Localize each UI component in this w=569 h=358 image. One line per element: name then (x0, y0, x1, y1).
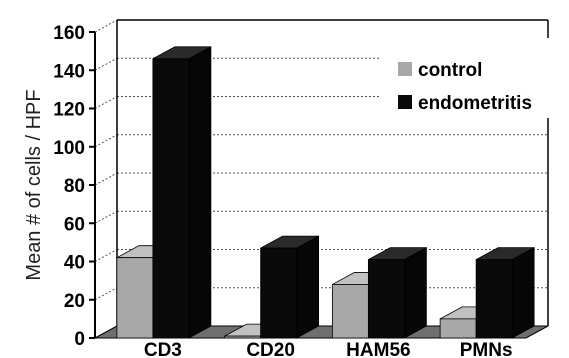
bar-endometritis-cd20 (260, 235, 320, 339)
legend-swatch-control (398, 62, 412, 76)
y-tick-label: 40 (64, 253, 85, 274)
bar-endometritis-cd3 (152, 46, 212, 339)
bar-endometritis-pmns (475, 246, 535, 339)
bars (116, 46, 535, 339)
bar-control-pmns-front (439, 318, 477, 339)
y-tick-label: 140 (53, 61, 85, 82)
gridline-side (94, 287, 118, 301)
bar-endometritis-cd20-side (296, 235, 320, 339)
gridline-side (94, 172, 118, 186)
gridline-side (94, 96, 118, 109)
x-category-labels: CD3 CD20 HAM56 PMNs (144, 340, 513, 358)
y-tick-label: 160 (53, 23, 85, 44)
gridlines (94, 19, 548, 339)
y-tick-label: 120 (53, 100, 85, 121)
gridline-side (94, 57, 118, 71)
bar-control-ham56-front (331, 284, 369, 339)
x-category-label: CD20 (246, 340, 295, 358)
bar-endometritis-ham56 (367, 246, 427, 339)
bar-endometritis-cd3-front (152, 58, 190, 339)
gridline-side (94, 134, 118, 148)
x-category-label: CD3 (144, 340, 182, 358)
y-tick-label: 60 (64, 214, 85, 235)
bar-endometritis-ham56-side (403, 246, 427, 339)
x-category-label: HAM56 (346, 340, 410, 358)
gridline-side (94, 19, 118, 33)
bar-control-cd3-front (116, 257, 154, 339)
y-tick-label: 20 (64, 291, 85, 312)
legend-label-endometritis: endometritis (418, 93, 532, 114)
bar-control-cd20-front (224, 335, 262, 339)
legend-swatch-endometritis (398, 95, 412, 109)
y-tick-label: 80 (64, 176, 85, 197)
bar-endometritis-cd3-side (188, 46, 212, 339)
y-tick-labels: 0 20 40 60 80 100 120 140 160 (53, 23, 95, 350)
legend: control endometritis (380, 38, 555, 118)
x-category-label: PMNs (460, 340, 513, 358)
y-tick-label: 100 (53, 138, 85, 159)
y-axis-label: Mean # of cells / HPF (23, 89, 45, 280)
bar-endometritis-cd20-front (260, 247, 298, 339)
gridline-side (94, 210, 118, 224)
legend-label-control: control (418, 60, 482, 81)
bar-endometritis-ham56-front (367, 259, 405, 339)
bar-endometritis-pmns-front (475, 259, 513, 339)
gridline-side (94, 249, 118, 262)
y-tick-label: 0 (74, 329, 85, 350)
bar-endometritis-pmns-side (511, 246, 535, 339)
